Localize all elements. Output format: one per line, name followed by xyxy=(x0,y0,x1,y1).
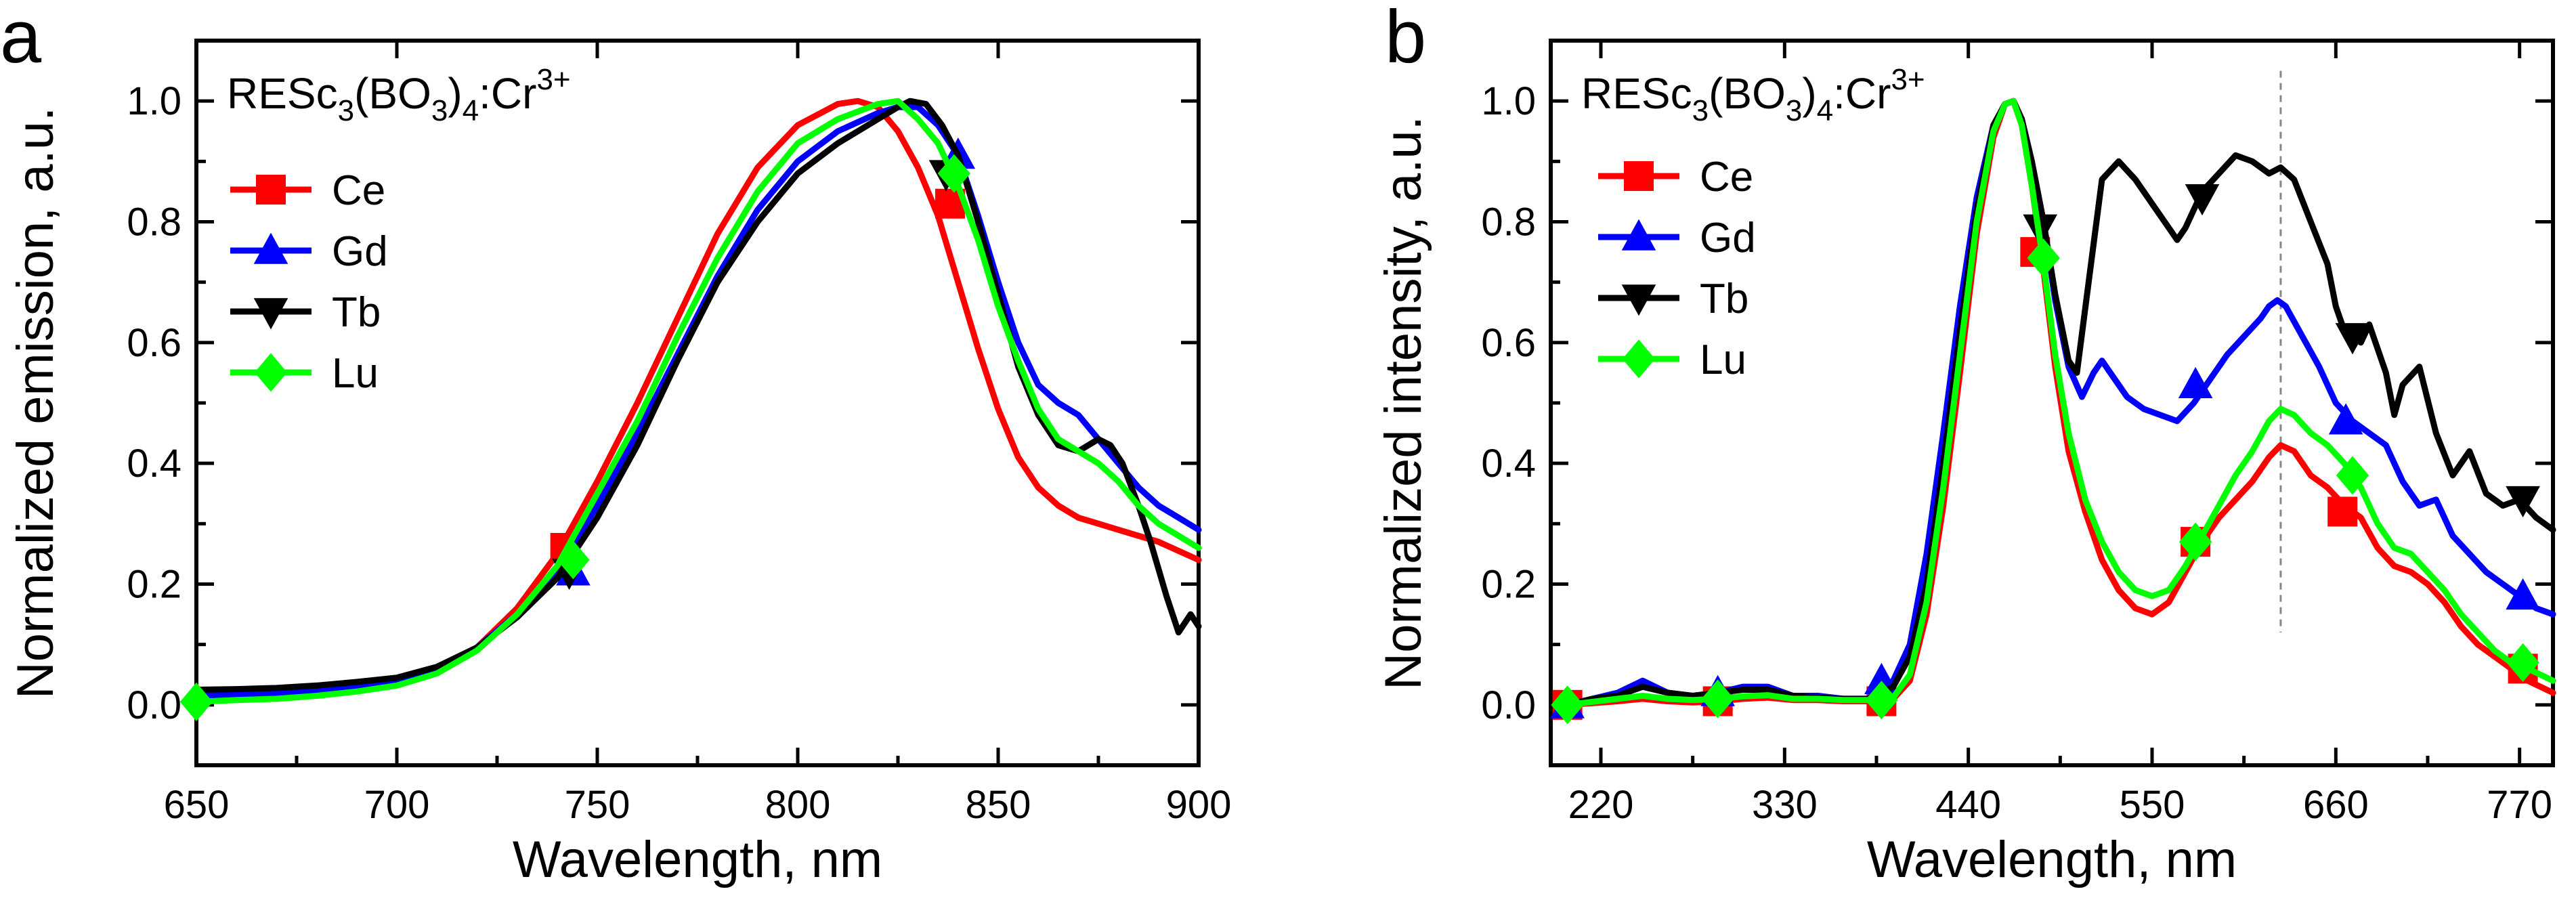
data-point-gd xyxy=(2506,578,2540,610)
legend-label-ce: Ce xyxy=(332,167,385,214)
legend-marker-ce xyxy=(256,175,286,205)
axes-frame-b xyxy=(1549,39,2555,767)
annot-b-sub2: 3 xyxy=(1786,94,1802,127)
data-point-gd xyxy=(2328,403,2363,435)
data-point-lu xyxy=(1701,679,1734,719)
legend-label-tb: Tb xyxy=(1700,276,1748,322)
legend-marker-tb xyxy=(1621,284,1656,316)
plot-area-b: 220 330 440 550 660 770 0.0 0.2 0.4 0.6 0.8 1.0 Wave… xyxy=(1375,39,2556,888)
x-tick-label-b: 550 xyxy=(2120,783,2185,827)
plot-area-a: 650 700 750 800 850 900 0.0 0.2 0.4 0.6 0.8 1.0 Wave… xyxy=(7,39,1232,888)
x-tick-label-b: 330 xyxy=(1752,783,1818,827)
y-tick-label-a: 1.0 xyxy=(127,79,181,123)
data-point-lu xyxy=(557,540,590,580)
data-point-gd xyxy=(2178,366,2213,399)
data-point-lu xyxy=(2027,238,2060,278)
axes-frame-a xyxy=(194,39,1201,767)
y-axis-title-a: Normalized emission, a.u. xyxy=(7,107,64,699)
y-tick-label-a: 0.4 xyxy=(127,442,181,486)
y-tick-label-a: 0.8 xyxy=(127,200,181,244)
y-tick-label-a: 0.6 xyxy=(127,321,181,365)
data-point-lu xyxy=(2506,643,2539,683)
data-point-tb xyxy=(2185,184,2220,216)
legend-marker-gd xyxy=(253,232,288,264)
data-point-lu xyxy=(1865,681,1898,720)
data-point-lu xyxy=(937,154,971,193)
x-tick-label-a: 800 xyxy=(765,783,831,827)
y-tick-label-a: 0.2 xyxy=(127,563,181,607)
x-tick-label-b: 440 xyxy=(1935,783,2001,827)
x-tick-label-a: 750 xyxy=(565,783,630,827)
annot-a-sub3: 4 xyxy=(463,94,479,127)
y-tick-label-b: 1.0 xyxy=(1481,79,1536,123)
x-axis-title-b: Wavelength, nm xyxy=(1867,831,2237,888)
data-point-ce xyxy=(2327,496,2358,527)
y-tick-label-b: 0.6 xyxy=(1481,321,1536,365)
data-point-tb xyxy=(2335,323,2370,355)
legend-label-gd: Gd xyxy=(1700,215,1756,261)
x-tick-label-a: 700 xyxy=(364,783,430,827)
y-tick-label-b: 0.0 xyxy=(1481,683,1536,727)
annot-a-sup: 3+ xyxy=(536,63,570,96)
legend-label-tb: Tb xyxy=(332,289,381,336)
y-axis-title-b: Normalized intensity, a.u. xyxy=(1375,116,1432,690)
x-tick-label-b: 660 xyxy=(2303,783,2369,827)
annot-b-close: ) xyxy=(1802,69,1816,118)
y-tick-label-b: 0.2 xyxy=(1481,563,1536,607)
legend-marker-gd xyxy=(1621,219,1656,251)
annot-a-base: RESc xyxy=(227,69,338,118)
annot-b-tail: :Cr xyxy=(1833,69,1891,118)
x-tick-label-b: 220 xyxy=(1568,783,1634,827)
legend-label-lu: Lu xyxy=(1700,337,1746,383)
annot-b-sup: 3+ xyxy=(1891,63,1925,96)
x-tick-label-b: 770 xyxy=(2487,783,2552,827)
annot-a-tail: :Cr xyxy=(479,69,536,118)
data-point-lu xyxy=(2336,456,2369,495)
annot-a-sub2: 3 xyxy=(431,94,448,127)
x-tick-label-a: 900 xyxy=(1166,783,1232,827)
legend-marker-ce xyxy=(1624,161,1654,191)
series-line-lu xyxy=(1564,98,2556,708)
legend-marker-lu xyxy=(254,353,288,392)
panel-b-annotation: RESc3(BO3)4:Cr3+ xyxy=(1581,63,1925,127)
legend-label-gd: Gd xyxy=(332,228,388,275)
y-tick-label-a: 0.0 xyxy=(127,683,181,727)
legend-label-lu: Lu xyxy=(332,350,379,397)
data-point-lu xyxy=(1551,685,1584,725)
data-point-tb xyxy=(2506,486,2540,518)
annot-a-mid: (BO xyxy=(354,69,431,118)
panel-a-annotation: RESc3(BO3)4:Cr3+ xyxy=(227,63,571,127)
panel-b: b RESc3(BO3)4:Cr3+ 220 330 440 550 660 7700.0… xyxy=(1375,0,2556,888)
series-line-lu xyxy=(193,98,1202,705)
annot-b-sub3: 4 xyxy=(1817,94,1833,127)
annot-a-sub1: 3 xyxy=(338,94,354,127)
data-point-lu xyxy=(2178,522,2212,561)
panel-a: a RESc3(BO3)4:Cr3+ 650 700 750 800 850 9000.0… xyxy=(0,0,1231,888)
x-axis-title-a: Wavelength, nm xyxy=(513,831,882,888)
annot-a-close: ) xyxy=(448,69,462,118)
legend-label-ce: Ce xyxy=(1700,154,1753,200)
panel-label-b: b xyxy=(1385,0,1426,79)
annot-b-base: RESc xyxy=(1581,69,1692,118)
data-point-lu xyxy=(179,682,213,721)
y-tick-label-b: 0.4 xyxy=(1481,442,1536,486)
legend-marker-lu xyxy=(1622,339,1656,379)
legend-marker-tb xyxy=(253,298,288,330)
x-tick-label-a: 650 xyxy=(164,783,230,827)
y-tick-label-b: 0.8 xyxy=(1481,200,1536,244)
annot-b-sub1: 3 xyxy=(1692,94,1709,127)
panel-label-a: a xyxy=(0,0,42,79)
annot-b-mid: (BO xyxy=(1709,69,1786,118)
x-tick-label-a: 850 xyxy=(966,783,1031,827)
